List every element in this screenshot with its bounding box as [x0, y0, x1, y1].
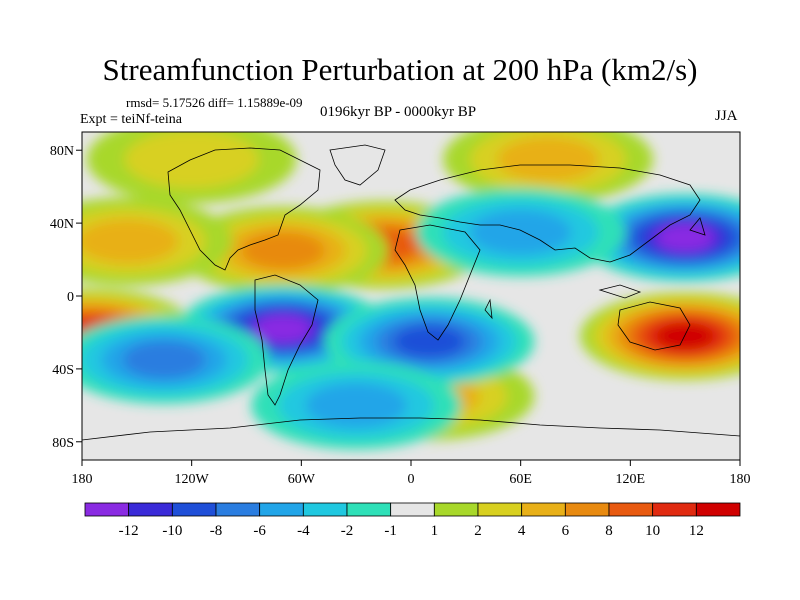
- lat-tick-label: 40N: [50, 217, 74, 232]
- lon-tick-label: 180: [730, 472, 751, 487]
- colorbar-label: 8: [605, 523, 613, 539]
- colorbar-box: [302, 502, 348, 517]
- colorbar-box: [84, 502, 130, 517]
- lon-tick-label: 120E: [616, 472, 646, 487]
- colorbar-box: [171, 502, 217, 517]
- field-contour-4-2: [82, 219, 179, 264]
- lat-tick-label: 40S: [52, 363, 74, 378]
- colorbar-box: [652, 502, 697, 517]
- colorbar-box: [390, 502, 435, 517]
- lat-tick-labels: 80N 40N 0 40S 80S: [50, 144, 74, 451]
- field-contour-6-1: [124, 132, 259, 189]
- field-contour-11-3: [122, 341, 206, 379]
- colorbar-box: [433, 502, 479, 517]
- lon-tick-label: 180: [72, 472, 93, 487]
- colorbar-box: [128, 502, 173, 517]
- colorbar-box: [477, 502, 523, 517]
- season-label: JJA: [715, 108, 738, 124]
- streamfunction-field: [82, 132, 740, 450]
- colorbar-label: -2: [341, 523, 354, 539]
- colorbar-label: -4: [297, 523, 310, 539]
- field-contour-8-6: [656, 224, 715, 252]
- axis-ticks: [76, 149, 741, 466]
- field-contour-9-6: [254, 315, 313, 343]
- colorbar-box: [564, 502, 610, 517]
- colorbar-label: -6: [253, 523, 266, 539]
- colorbar-box: [259, 502, 304, 517]
- field-contour-5-2: [497, 137, 599, 182]
- colorbar-label: 12: [689, 523, 704, 539]
- colorbar-box: [215, 502, 261, 517]
- colorbar-label: -12: [119, 523, 139, 539]
- colorbar-box: [346, 502, 392, 517]
- experiment-label: Expt = teiNf-teina: [80, 112, 182, 127]
- colorbar-label: -10: [162, 523, 182, 539]
- lat-tick-label: 0: [67, 290, 74, 305]
- lon-tick-labels: 180 120W 60W 0 60E 120E 180: [72, 472, 751, 487]
- colorbar-box: [521, 502, 566, 517]
- colorbar-label: -8: [210, 523, 223, 539]
- colorbar-label: 10: [645, 523, 660, 539]
- field-contour-10-4: [393, 325, 466, 358]
- colorbar-label: 4: [518, 523, 526, 539]
- colorbar-label: -1: [384, 523, 397, 539]
- field-contour-12-2: [305, 383, 407, 428]
- lon-tick-label: 0: [408, 472, 415, 487]
- figure-title: Streamfunction Perturbation at 200 hPa (…: [102, 52, 698, 87]
- field-contour-13-2: [469, 209, 572, 255]
- lon-tick-label: 60E: [509, 472, 532, 487]
- stats-text: rmsd= 5.17526 diff= 1.15889e-09: [126, 95, 303, 110]
- colorbar-box: [695, 502, 741, 517]
- colorbar-box: [608, 502, 654, 517]
- lon-tick-label: 120W: [175, 472, 210, 487]
- colorbar-label: 1: [431, 523, 439, 539]
- period-label: 0196kyr BP - 0000kyr BP: [320, 104, 477, 120]
- colorbar-label: 2: [474, 523, 482, 539]
- coastlines: [82, 144, 740, 441]
- lon-tick-label: 60W: [288, 472, 316, 487]
- lat-tick-label: 80N: [50, 144, 74, 159]
- field-contour-0-6: [656, 322, 715, 350]
- lat-tick-label: 80S: [52, 436, 74, 451]
- colorbar-label: 6: [562, 523, 570, 539]
